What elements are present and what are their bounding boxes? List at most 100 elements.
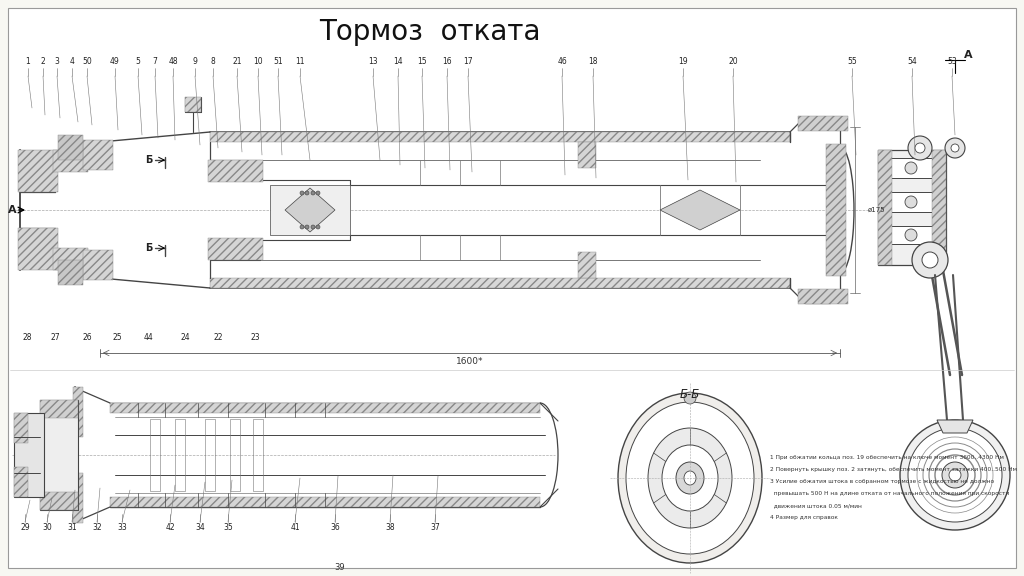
Text: 1 При обжатии кольца поз. 19 обеспечить на ключе момент 3600..4300 Нм: 1 При обжатии кольца поз. 19 обеспечить …: [770, 456, 1004, 460]
Circle shape: [945, 138, 965, 158]
Text: 4 Размер для справок: 4 Размер для справок: [770, 516, 838, 521]
Text: 23: 23: [250, 334, 260, 343]
Bar: [578, 252, 596, 278]
Bar: [208, 160, 263, 182]
Bar: [185, 97, 201, 112]
Circle shape: [949, 469, 961, 481]
Ellipse shape: [676, 462, 705, 494]
Text: 36: 36: [330, 524, 340, 532]
Ellipse shape: [626, 402, 754, 554]
Text: 18: 18: [588, 58, 598, 66]
Text: 42: 42: [165, 524, 175, 532]
Text: 44: 44: [143, 334, 153, 343]
Bar: [886, 226, 936, 244]
Ellipse shape: [618, 393, 762, 563]
Circle shape: [900, 420, 1010, 530]
Text: ø175: ø175: [868, 207, 886, 213]
Polygon shape: [660, 190, 740, 230]
Text: 51: 51: [273, 58, 283, 66]
Text: 32: 32: [92, 524, 101, 532]
Bar: [175, 419, 185, 491]
Text: 31: 31: [68, 524, 77, 532]
Text: 3: 3: [54, 58, 59, 66]
Bar: [58, 135, 83, 160]
Bar: [886, 158, 936, 178]
Text: Тормоз  отката: Тормоз отката: [319, 18, 541, 46]
Text: 21: 21: [232, 58, 242, 66]
Bar: [253, 419, 263, 491]
Bar: [210, 132, 790, 142]
Ellipse shape: [684, 471, 696, 485]
Bar: [150, 419, 160, 491]
Text: 8: 8: [211, 58, 215, 66]
Text: 49: 49: [111, 58, 120, 66]
Bar: [205, 419, 215, 491]
Text: 1: 1: [26, 58, 31, 66]
Text: 46: 46: [557, 58, 567, 66]
Bar: [886, 192, 936, 212]
Bar: [208, 238, 263, 260]
Circle shape: [908, 136, 932, 160]
Text: 27: 27: [50, 334, 59, 343]
Bar: [14, 413, 44, 497]
Text: 33: 33: [117, 524, 127, 532]
Circle shape: [684, 392, 696, 404]
Text: 1600*: 1600*: [457, 357, 483, 366]
Text: 24: 24: [180, 334, 189, 343]
Bar: [53, 150, 88, 172]
Bar: [878, 150, 946, 265]
Bar: [18, 150, 58, 192]
Circle shape: [905, 196, 918, 208]
Text: 25: 25: [113, 334, 122, 343]
Text: 16: 16: [442, 58, 452, 66]
Text: 19: 19: [678, 58, 688, 66]
Text: 50: 50: [82, 58, 92, 66]
Bar: [14, 467, 28, 497]
Bar: [58, 260, 83, 285]
Ellipse shape: [648, 428, 732, 528]
Circle shape: [300, 191, 304, 195]
Text: 9: 9: [193, 58, 198, 66]
Text: 10: 10: [253, 58, 263, 66]
Text: Б: Б: [145, 243, 153, 253]
Bar: [110, 403, 540, 413]
Text: 54: 54: [907, 58, 916, 66]
Text: 38: 38: [385, 524, 395, 532]
Bar: [798, 116, 848, 131]
Text: 5: 5: [135, 58, 140, 66]
Circle shape: [305, 225, 309, 229]
Polygon shape: [285, 188, 335, 232]
Text: 11: 11: [295, 58, 305, 66]
Text: 28: 28: [23, 334, 32, 343]
Bar: [110, 497, 540, 507]
Circle shape: [316, 225, 319, 229]
Text: превышать 500 Н на длине отката от начального положения при скорости: превышать 500 Н на длине отката от начал…: [770, 491, 1010, 497]
Circle shape: [951, 144, 959, 152]
Text: 2: 2: [41, 58, 45, 66]
Circle shape: [311, 225, 315, 229]
Circle shape: [305, 191, 309, 195]
Text: 34: 34: [196, 524, 205, 532]
Text: 53: 53: [947, 58, 956, 66]
Bar: [826, 144, 846, 276]
Bar: [40, 400, 78, 510]
Circle shape: [300, 225, 304, 229]
Bar: [210, 278, 790, 288]
Bar: [40, 492, 78, 510]
Text: Б: Б: [145, 155, 153, 165]
Circle shape: [915, 143, 925, 153]
Circle shape: [942, 462, 968, 488]
Circle shape: [905, 162, 918, 174]
Text: А: А: [8, 205, 16, 215]
Bar: [83, 250, 113, 280]
Text: 41: 41: [290, 524, 300, 532]
Bar: [230, 419, 240, 491]
Text: 37: 37: [430, 524, 440, 532]
Text: 14: 14: [393, 58, 402, 66]
Text: 30: 30: [42, 524, 52, 532]
Text: 2 Повернуть крышку поз. 2 затянуть, обеспечить момент затяжки 400..500 Нм: 2 Повернуть крышку поз. 2 затянуть, обес…: [770, 468, 1017, 472]
Text: 35: 35: [223, 524, 232, 532]
Bar: [73, 473, 83, 523]
Text: 4: 4: [70, 58, 75, 66]
Bar: [83, 140, 113, 170]
